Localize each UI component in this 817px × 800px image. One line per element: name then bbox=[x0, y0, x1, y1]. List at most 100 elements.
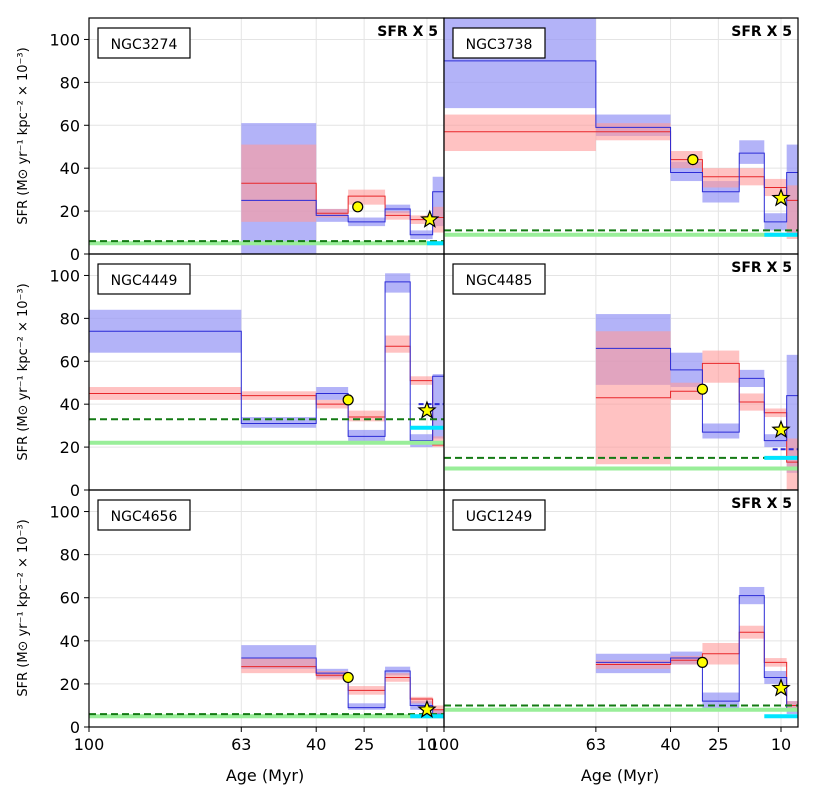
ytick-label: 100 bbox=[49, 30, 80, 49]
galaxy-name-box bbox=[452, 263, 546, 295]
blue-step-line bbox=[89, 281, 444, 442]
ytick-label: 80 bbox=[60, 73, 80, 92]
red-step-line bbox=[89, 345, 444, 446]
red-band bbox=[348, 410, 386, 422]
blue-band bbox=[702, 423, 740, 439]
red-band bbox=[444, 114, 596, 152]
xtick-label: 25 bbox=[354, 735, 374, 754]
circle-marker bbox=[342, 394, 354, 406]
red-band bbox=[348, 189, 386, 205]
ylabel-row-3: SFR (M⊙ yr⁻¹ kpc⁻² × 10⁻³) bbox=[16, 519, 31, 696]
star-marker bbox=[771, 678, 791, 697]
sfr-scale-note: SFR X 5 bbox=[377, 24, 438, 40]
galaxy-name-text: NGC3274 bbox=[111, 37, 178, 53]
galaxy-name-label: NGC4485 bbox=[452, 263, 546, 295]
red-band bbox=[385, 335, 411, 353]
sfr-scale-note: SFR X 5 bbox=[731, 24, 792, 40]
blue-step-line bbox=[241, 191, 444, 236]
star-marker bbox=[417, 400, 437, 419]
blue-band bbox=[432, 176, 444, 227]
galaxy-name-text: NGC4656 bbox=[111, 509, 178, 525]
panel-ngc4656 bbox=[89, 490, 444, 727]
xtick-label: 10 bbox=[417, 735, 437, 754]
ytick-label: 0 bbox=[70, 718, 80, 737]
star-marker bbox=[420, 209, 440, 228]
galaxy-name-label: NGC4449 bbox=[97, 263, 191, 295]
xlabel-left: Age (Myr) bbox=[226, 766, 304, 785]
blue-step-line bbox=[595, 595, 798, 711]
galaxy-name-box bbox=[452, 27, 546, 59]
ytick-label: 40 bbox=[60, 632, 80, 651]
xlabel-right: Age (Myr) bbox=[581, 766, 659, 785]
ytick-label: 80 bbox=[60, 309, 80, 328]
ytick-label: 20 bbox=[60, 202, 80, 221]
galaxy-name-box bbox=[97, 27, 191, 59]
panel-ngc3738 bbox=[444, 18, 798, 254]
star-marker bbox=[771, 188, 791, 207]
circle-marker bbox=[696, 656, 709, 668]
galaxy-name-label: NGC3274 bbox=[97, 27, 191, 59]
red-band bbox=[410, 696, 433, 704]
galaxy-name-box bbox=[97, 499, 191, 531]
galaxy-name-label: NGC3738 bbox=[452, 27, 546, 59]
xtick-label: 63 bbox=[231, 735, 251, 754]
xtick-label: 100 bbox=[74, 735, 105, 754]
ytick-label: 100 bbox=[49, 266, 80, 285]
galaxy-name-box bbox=[452, 499, 546, 531]
xtick-label: 100 bbox=[429, 735, 460, 754]
ytick-label: 60 bbox=[60, 352, 80, 371]
red-band bbox=[432, 206, 444, 233]
blue-band bbox=[739, 140, 765, 164]
xtick-label: 40 bbox=[306, 735, 326, 754]
red-band bbox=[702, 350, 740, 383]
panel-ugc1249 bbox=[444, 490, 798, 727]
panel-ngc4449 bbox=[89, 254, 444, 490]
ytick-label: 20 bbox=[60, 675, 80, 694]
blue-band bbox=[241, 417, 317, 428]
red-band bbox=[786, 438, 798, 490]
blue-step-line bbox=[444, 60, 798, 223]
ytick-label: 60 bbox=[60, 116, 80, 135]
ylabel-row-1: SFR (M⊙ yr⁻¹ kpc⁻² × 10⁻³) bbox=[16, 47, 31, 224]
red-band bbox=[241, 658, 317, 674]
red-band bbox=[786, 185, 798, 239]
galaxy-name-text: NGC4449 bbox=[111, 273, 178, 289]
ytick-label: 100 bbox=[49, 503, 80, 522]
galaxy-name-label: UGC1249 bbox=[452, 499, 546, 531]
blue-step-line bbox=[595, 347, 798, 442]
sfr-scale-note: SFR X 5 bbox=[731, 496, 792, 512]
ytick-label: 40 bbox=[60, 159, 80, 178]
galaxy-name-box bbox=[97, 263, 191, 295]
panel-ngc3274 bbox=[89, 18, 444, 254]
blue-band bbox=[385, 273, 411, 293]
ytick-label: 60 bbox=[60, 589, 80, 608]
blue-band bbox=[432, 374, 444, 439]
star-marker bbox=[417, 699, 437, 719]
xtick-label: 25 bbox=[708, 735, 728, 754]
panel-ngc4485 bbox=[444, 254, 798, 490]
panel-frame bbox=[443, 489, 799, 728]
blue-band bbox=[786, 354, 798, 473]
xtick-label: 63 bbox=[586, 735, 606, 754]
ytick-label: 0 bbox=[70, 245, 80, 264]
ytick-label: 40 bbox=[60, 395, 80, 414]
circle-marker bbox=[352, 201, 364, 213]
ylabel-row-2: SFR (M⊙ yr⁻¹ kpc⁻² × 10⁻³) bbox=[16, 283, 31, 460]
xtick-label: 40 bbox=[660, 735, 680, 754]
circle-marker bbox=[342, 671, 354, 684]
xtick-label: 10 bbox=[771, 735, 791, 754]
ytick-label: 0 bbox=[70, 481, 80, 500]
ytick-label: 20 bbox=[60, 438, 80, 457]
galaxy-name-text: NGC3738 bbox=[466, 37, 533, 53]
galaxy-name-text: UGC1249 bbox=[466, 509, 533, 525]
ytick-label: 80 bbox=[60, 546, 80, 565]
blue-band bbox=[348, 703, 386, 710]
star-marker bbox=[771, 419, 791, 439]
sfr-scale-note: SFR X 5 bbox=[731, 260, 792, 276]
galaxy-name-text: NGC4485 bbox=[466, 273, 533, 289]
circle-marker bbox=[696, 383, 709, 395]
circle-marker bbox=[687, 154, 699, 166]
red-band bbox=[702, 168, 740, 188]
